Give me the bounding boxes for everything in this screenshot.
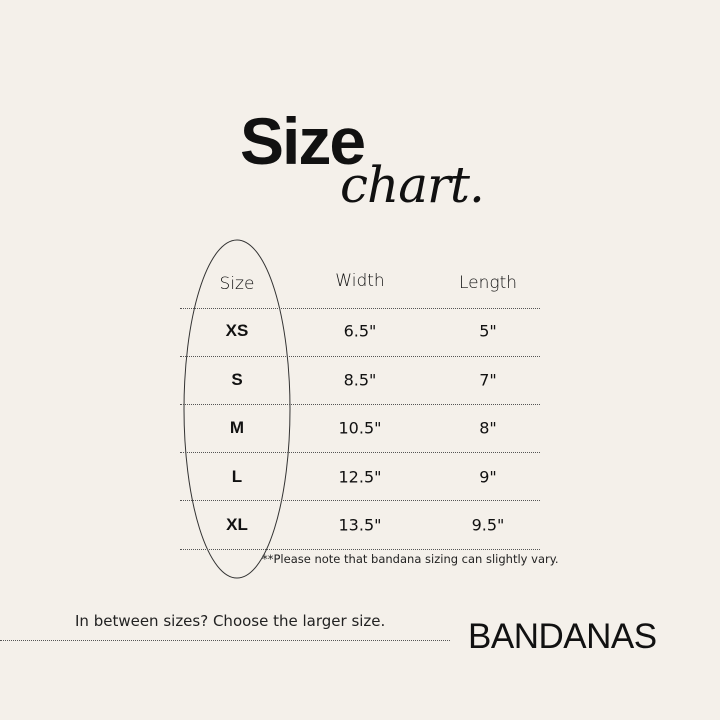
width-cell: 10.5" bbox=[338, 418, 382, 438]
length-cell: 7" bbox=[479, 370, 497, 389]
title-main: Size bbox=[240, 104, 366, 178]
column-header: Size bbox=[219, 274, 255, 294]
size-cell: L bbox=[231, 466, 243, 486]
width-cell: 12.5" bbox=[338, 467, 382, 486]
title-script: chart. bbox=[340, 156, 485, 214]
row-divider bbox=[180, 549, 540, 550]
length-cell: 8" bbox=[479, 418, 497, 438]
sizing-tip: In between sizes? Choose the larger size… bbox=[75, 612, 386, 630]
width-cell: 6.5" bbox=[343, 321, 377, 341]
size-cell: XS bbox=[225, 321, 249, 340]
tip-divider bbox=[0, 640, 450, 641]
size-column-ellipse bbox=[183, 239, 291, 579]
column-header: Width bbox=[335, 271, 385, 291]
size-cell: XL bbox=[226, 515, 248, 534]
size-cell: S bbox=[231, 369, 243, 389]
length-cell: 5" bbox=[479, 321, 497, 341]
width-cell: 8.5" bbox=[343, 370, 377, 389]
row-divider bbox=[180, 404, 540, 405]
row-divider bbox=[180, 452, 540, 453]
row-divider bbox=[180, 500, 540, 501]
size-cell: M bbox=[229, 418, 245, 437]
length-cell: 9.5" bbox=[471, 515, 505, 535]
width-cell: 13.5" bbox=[338, 515, 382, 535]
column-header: Length bbox=[458, 273, 518, 293]
length-cell: 9" bbox=[479, 467, 497, 486]
brand-label: BANDANAS bbox=[468, 617, 657, 656]
sizing-note: **Please note that bandana sizing can sl… bbox=[262, 552, 559, 566]
row-divider bbox=[180, 308, 540, 309]
row-divider bbox=[180, 356, 540, 357]
